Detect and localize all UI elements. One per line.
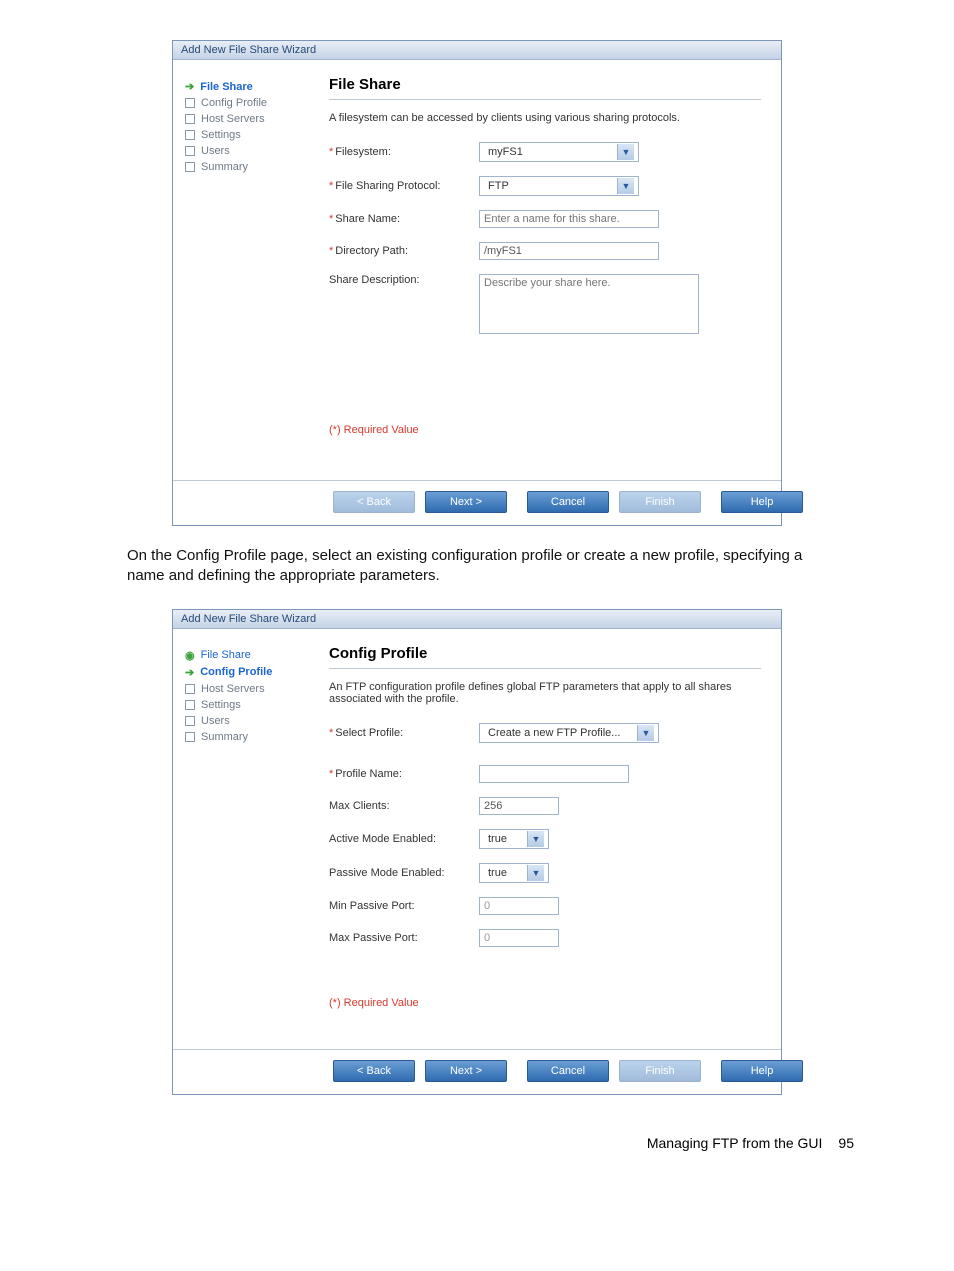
label-share-description: Share Description: <box>329 274 479 286</box>
input-min-passive-port[interactable] <box>479 897 559 915</box>
page-footer: Managing FTP from the GUI 95 <box>60 1135 894 1151</box>
section-description: An FTP configuration profile defines glo… <box>329 681 761 705</box>
row-profile-name: *Profile Name: <box>329 765 761 783</box>
wizard-body: ◉File Share ➔Config Profile Host Servers… <box>173 629 781 1049</box>
help-button[interactable]: Help <box>721 1060 803 1082</box>
square-icon <box>185 700 195 710</box>
step-settings[interactable]: Settings <box>185 129 325 141</box>
row-share-name: *Share Name: <box>329 210 761 228</box>
step-file-share[interactable]: ◉File Share <box>185 649 325 662</box>
arrow-icon: ➔ <box>185 666 194 679</box>
row-share-description: Share Description: <box>329 274 761 334</box>
select-passive-mode[interactable]: true▼ <box>479 863 549 883</box>
row-max-passive-port: Max Passive Port: <box>329 929 761 947</box>
required-note: (*) Required Value <box>329 424 761 436</box>
section-heading: File Share <box>329 76 761 93</box>
cancel-button[interactable]: Cancel <box>527 491 609 513</box>
row-filesystem: *Filesystem: myFS1▼ <box>329 142 761 162</box>
section-description: A filesystem can be accessed by clients … <box>329 112 761 124</box>
label-max-passive-port: Max Passive Port: <box>329 932 479 944</box>
select-active-mode[interactable]: true▼ <box>479 829 549 849</box>
step-host-servers[interactable]: Host Servers <box>185 683 325 695</box>
square-icon <box>185 114 195 124</box>
chevron-down-icon: ▼ <box>527 831 544 847</box>
row-protocol: *File Sharing Protocol: FTP▼ <box>329 176 761 196</box>
step-summary[interactable]: Summary <box>185 161 325 173</box>
chevron-down-icon: ▼ <box>617 178 634 194</box>
back-button[interactable]: < Back <box>333 1060 415 1082</box>
row-select-profile: *Select Profile: Create a new FTP Profil… <box>329 723 761 743</box>
step-users[interactable]: Users <box>185 715 325 727</box>
next-button[interactable]: Next > <box>425 491 507 513</box>
wizard-steps: ◉File Share ➔Config Profile Host Servers… <box>173 629 329 1049</box>
select-filesystem[interactable]: myFS1▼ <box>479 142 639 162</box>
wizard-footer: < Back Next > Cancel Finish Help <box>173 480 781 525</box>
wizard-content: Config Profile An FTP configuration prof… <box>329 629 781 1049</box>
wizard-file-share: Add New File Share Wizard ➔File Share Co… <box>172 40 782 526</box>
chevron-down-icon: ▼ <box>637 725 654 741</box>
step-summary[interactable]: Summary <box>185 731 325 743</box>
row-directory-path: *Directory Path: <box>329 242 761 260</box>
textarea-share-description[interactable] <box>479 274 699 334</box>
finish-button[interactable]: Finish <box>619 491 701 513</box>
wizard-title: Add New File Share Wizard <box>173 41 781 60</box>
check-icon: ◉ <box>185 649 195 662</box>
label-protocol: *File Sharing Protocol: <box>329 180 479 192</box>
wizard-title: Add New File Share Wizard <box>173 610 781 629</box>
select-protocol[interactable]: FTP▼ <box>479 176 639 196</box>
label-directory-path: *Directory Path: <box>329 245 479 257</box>
step-config-profile[interactable]: Config Profile <box>185 97 325 109</box>
step-config-profile[interactable]: ➔Config Profile <box>185 666 325 679</box>
input-profile-name[interactable] <box>479 765 629 783</box>
square-icon <box>185 146 195 156</box>
row-max-clients: Max Clients: <box>329 797 761 815</box>
square-icon <box>185 162 195 172</box>
arrow-icon: ➔ <box>185 80 194 93</box>
label-filesystem: *Filesystem: <box>329 146 479 158</box>
wizard-config-profile: Add New File Share Wizard ◉File Share ➔C… <box>172 609 782 1095</box>
square-icon <box>185 98 195 108</box>
input-share-name[interactable] <box>479 210 659 228</box>
wizard-footer: < Back Next > Cancel Finish Help <box>173 1049 781 1094</box>
body-paragraph: On the Config Profile page, select an ex… <box>127 546 827 587</box>
step-file-share[interactable]: ➔File Share <box>185 80 325 93</box>
chevron-down-icon: ▼ <box>527 865 544 881</box>
next-button[interactable]: Next > <box>425 1060 507 1082</box>
divider <box>329 99 761 100</box>
input-max-passive-port[interactable] <box>479 929 559 947</box>
label-select-profile: *Select Profile: <box>329 727 479 739</box>
divider <box>329 668 761 669</box>
row-active-mode: Active Mode Enabled: true▼ <box>329 829 761 849</box>
label-min-passive-port: Min Passive Port: <box>329 900 479 912</box>
wizard-steps: ➔File Share Config Profile Host Servers … <box>173 60 329 480</box>
step-users[interactable]: Users <box>185 145 325 157</box>
label-max-clients: Max Clients: <box>329 800 479 812</box>
input-max-clients[interactable] <box>479 797 559 815</box>
select-profile[interactable]: Create a new FTP Profile...▼ <box>479 723 659 743</box>
square-icon <box>185 130 195 140</box>
row-passive-mode: Passive Mode Enabled: true▼ <box>329 863 761 883</box>
label-profile-name: *Profile Name: <box>329 768 479 780</box>
footer-text: Managing FTP from the GUI <box>647 1135 823 1151</box>
square-icon <box>185 732 195 742</box>
finish-button[interactable]: Finish <box>619 1060 701 1082</box>
page-number: 95 <box>838 1135 854 1151</box>
required-note: (*) Required Value <box>329 997 761 1009</box>
back-button[interactable]: < Back <box>333 491 415 513</box>
input-directory-path[interactable] <box>479 242 659 260</box>
label-passive-mode: Passive Mode Enabled: <box>329 867 479 879</box>
step-settings[interactable]: Settings <box>185 699 325 711</box>
square-icon <box>185 684 195 694</box>
chevron-down-icon: ▼ <box>617 144 634 160</box>
section-heading: Config Profile <box>329 645 761 662</box>
label-share-name: *Share Name: <box>329 213 479 225</box>
cancel-button[interactable]: Cancel <box>527 1060 609 1082</box>
wizard-body: ➔File Share Config Profile Host Servers … <box>173 60 781 480</box>
step-host-servers[interactable]: Host Servers <box>185 113 325 125</box>
help-button[interactable]: Help <box>721 491 803 513</box>
wizard-content: File Share A filesystem can be accessed … <box>329 60 781 480</box>
row-min-passive-port: Min Passive Port: <box>329 897 761 915</box>
square-icon <box>185 716 195 726</box>
label-active-mode: Active Mode Enabled: <box>329 833 479 845</box>
